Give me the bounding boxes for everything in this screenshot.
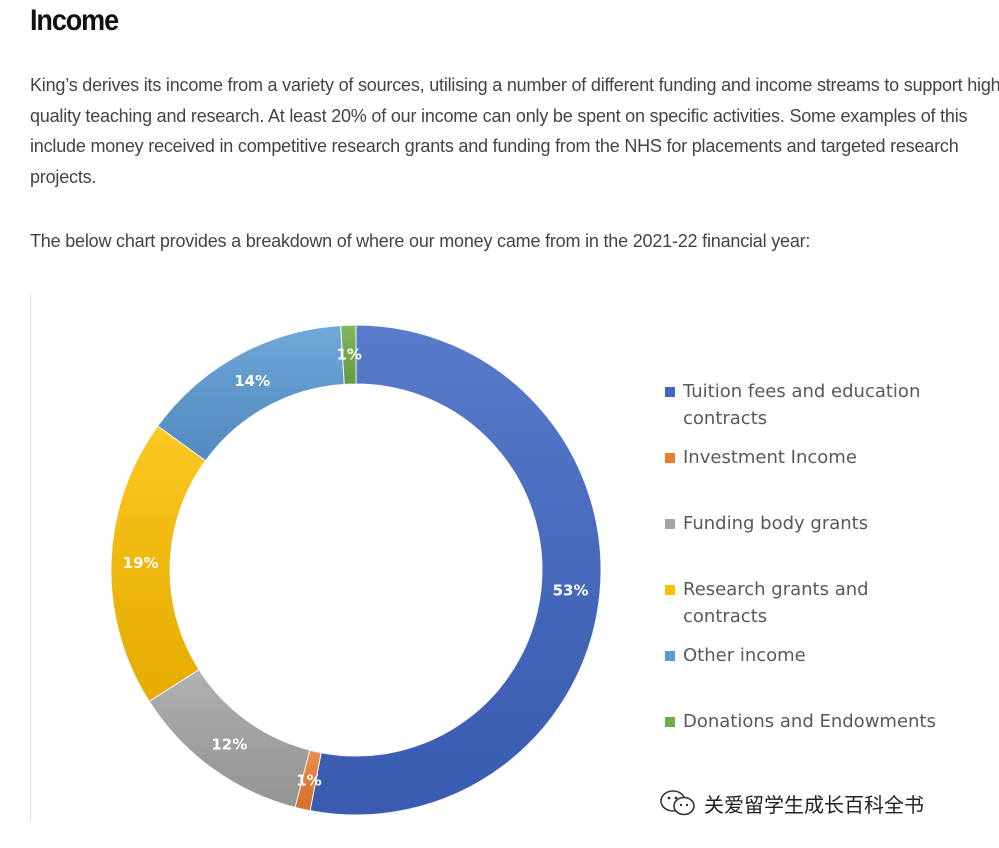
chart-intro-paragraph: The below chart provides a breakdown of … <box>30 231 811 251</box>
watermark: 关爱留学生成长百科全书 <box>658 788 924 818</box>
legend-item-5: Donations and Endowments <box>665 708 953 735</box>
data-label-1: 1% <box>296 771 321 789</box>
legend-item-4: Other income <box>665 642 953 669</box>
slice-shade-3 <box>111 425 206 702</box>
data-label-4: 14% <box>234 372 270 390</box>
legend-item-0: Tuition fees and education contracts <box>665 378 953 432</box>
watermark-text: 关爱留学生成长百科全书 <box>704 792 924 817</box>
legend-label-2: Funding body grants <box>683 513 869 534</box>
slice-shade-2 <box>149 669 310 808</box>
legend-label-0: Tuition fees and education contracts <box>683 381 921 429</box>
slice-shade-1 <box>295 750 322 811</box>
slice-shade-4 <box>157 325 345 461</box>
legend-item-2: Funding body grants <box>665 510 953 537</box>
legend-label-5: Donations and Endowments <box>683 711 936 732</box>
legend-label-4: Other income <box>683 645 806 666</box>
chart-frame: 53% 1% 12% 19% 14% 1% <box>30 294 991 820</box>
legend-swatch-3 <box>665 585 675 595</box>
slice-shade-5 <box>340 325 356 385</box>
intro-paragraph: King’s derives its income from a variety… <box>30 75 999 187</box>
slice-shade-0 <box>310 325 602 815</box>
data-label-2: 12% <box>211 735 247 753</box>
data-label-0: 53% <box>553 581 589 599</box>
donut-chart: 53% 1% 12% 19% 14% 1% <box>110 324 602 816</box>
legend-item-1: Investment Income <box>665 444 953 471</box>
legend-label-3: Research grants and contracts <box>683 579 869 627</box>
legend-swatch-4 <box>665 651 675 661</box>
legend-label-1: Investment Income <box>683 447 857 468</box>
wechat-icon <box>660 790 695 816</box>
legend-swatch-0 <box>665 387 675 397</box>
legend-swatch-2 <box>665 519 675 529</box>
legend-swatch-5 <box>665 717 675 727</box>
page-title: Income <box>30 4 119 37</box>
data-label-3: 19% <box>123 554 159 572</box>
legend-item-3: Research grants and contracts <box>665 576 953 630</box>
data-label-5: 1% <box>336 346 361 364</box>
legend-swatch-1 <box>665 453 675 463</box>
